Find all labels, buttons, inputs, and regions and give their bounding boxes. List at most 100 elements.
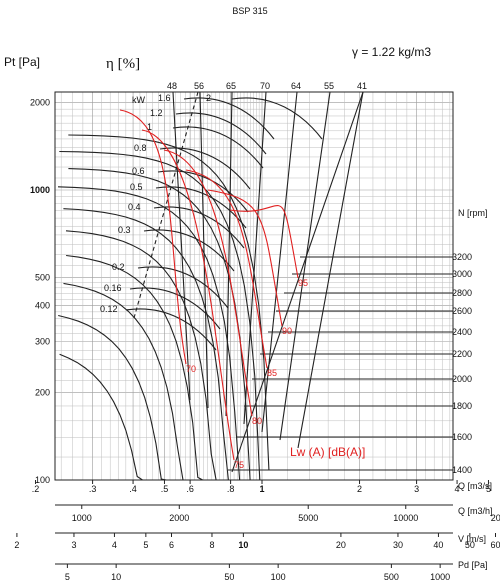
q-m3s-tick-label: 1: [259, 484, 264, 494]
noise-value: 75: [234, 460, 244, 470]
kw-label: kW: [132, 95, 146, 105]
y-tick-labels: 100 200 300 400 500 1000 2000: [30, 98, 50, 485]
q-m3s-tick-label: 3: [414, 484, 419, 494]
v-tick-label: 50: [465, 540, 475, 550]
rpm-curve-2000: [66, 256, 203, 481]
y-tick-label: 200: [35, 388, 50, 398]
efficiency-value: 41: [357, 81, 367, 91]
v-tick-label: 60: [490, 540, 500, 550]
q-m3h-tick-label: 1000: [72, 513, 92, 523]
v-tick-label: 20: [336, 540, 346, 550]
kw-line-0.8: [160, 148, 250, 189]
v-tick-label: 5: [143, 540, 148, 550]
y-tick-label: 300: [35, 337, 50, 347]
kw-value: 1.6: [158, 93, 171, 103]
y-tick-label: 2000: [30, 98, 50, 108]
efficiency-value: 55: [324, 81, 334, 91]
rpm-label: 1800: [452, 401, 472, 411]
noise-legend-label: Lw (A) [dB(A)]: [290, 445, 365, 459]
efficiency-lines: [134, 92, 363, 472]
rpm-label: 2800: [452, 288, 472, 298]
y-tick-label: 400: [35, 300, 50, 310]
rpm-label: 3000: [452, 269, 472, 279]
noise-value: 90: [282, 326, 292, 336]
pd-tick-label: 100: [271, 572, 286, 582]
q-m3s-tick-label: .2: [32, 484, 40, 494]
y-tick-label: 1000: [30, 185, 50, 195]
chart-title: BSP 315: [232, 6, 267, 16]
rpm-labels: 3200 3000 2800 2600 2400 2200 2000 1800 1600 1400: [452, 252, 472, 475]
q-m3h-tick-label: 5000: [298, 513, 318, 523]
efficiency-line-64: [262, 92, 297, 432]
rpm-curve-1400: [60, 354, 153, 480]
y-axis-label: Pt [Pa]: [4, 55, 40, 69]
pd-tick-label: 50: [224, 572, 234, 582]
pd-tick-label: 1000: [430, 572, 450, 582]
kw-value: 0.12: [100, 304, 118, 314]
efficiency-value: 56: [194, 81, 204, 91]
efficiency-label: η [%]: [106, 56, 140, 72]
q-m3s-tick-label: .4: [129, 484, 137, 494]
q-m3s-tick-label: .3: [89, 484, 97, 494]
kw-value: 0.16: [104, 283, 122, 293]
kw-line-0.12: [126, 309, 216, 350]
efficiency-line-41: [298, 92, 363, 448]
pd-label: Pd [Pa]: [458, 560, 488, 570]
density-label: γ = 1.22 kg/m3: [352, 45, 431, 59]
q-m3s-tick-label: 4: [455, 484, 460, 494]
noise-value: 85: [267, 368, 277, 378]
efficiency-value: 48: [167, 81, 177, 91]
noise-value: 80: [252, 416, 262, 426]
v-tick-label: 3: [71, 540, 76, 550]
q-m3h-tick-label: 2000: [169, 513, 189, 523]
efficiency-value: 64: [291, 81, 301, 91]
efficiency-value: 65: [226, 81, 236, 91]
q-m3h-tick-label: 20000: [491, 513, 500, 523]
pd-tick-label: 500: [384, 572, 399, 582]
kw-value: 0.5: [130, 182, 143, 192]
kw-value: 2: [206, 93, 211, 103]
rpm-label: 1600: [452, 432, 472, 442]
kw-value: 0.3: [118, 225, 131, 235]
q-m3s-tick-label: .5: [161, 484, 169, 494]
y-tick-label: 500: [35, 272, 50, 282]
kw-value: 1.2: [150, 108, 163, 118]
rpm-label: 1400: [452, 465, 472, 475]
q-m3s-tick-label: 2: [357, 484, 362, 494]
rpm-axis-label: N [rpm]: [458, 208, 488, 218]
noise-value: 70: [186, 364, 196, 374]
rpm-label: 3200: [452, 252, 472, 262]
kw-line-1.6: [184, 98, 274, 139]
q-m3s-tick-label: 5: [486, 484, 491, 494]
efficiency-line-48: [173, 92, 190, 400]
efficiency-value: 70: [260, 81, 270, 91]
rpm-label: 2600: [452, 306, 472, 316]
kw-value: 0.4: [128, 202, 141, 212]
q-m3s-tick-label: .8: [227, 484, 235, 494]
q-m3h-tick-label: 10000: [393, 513, 418, 523]
kw-value: 1: [147, 122, 152, 132]
kw-value: 0.2: [112, 262, 125, 272]
rpm-curve-1600: [58, 316, 171, 481]
pd-tick-label: 10: [111, 572, 121, 582]
noise-value: 95: [298, 278, 308, 288]
kw-value: 0.6: [132, 166, 145, 176]
rpm-label: 2400: [452, 327, 472, 337]
v-tick-label: 2: [14, 540, 19, 550]
bottom-scales: Q [m3/s] Q [m3/h] V [m/s] Pd [Pa] .2 .3 .4…: [0, 480, 500, 582]
rpm-curve-2200: [66, 231, 216, 480]
boundary-left: [134, 92, 198, 318]
v-tick-label: 8: [209, 540, 214, 550]
v-tick-label: 6: [169, 540, 174, 550]
kw-value: 0.8: [134, 143, 147, 153]
rpm-label: 2000: [452, 374, 472, 384]
q-m3s-tick-label: .6: [186, 484, 194, 494]
rpm-label: 2200: [452, 349, 472, 359]
v-tick-label: 30: [393, 540, 403, 550]
v-tick-label: 40: [433, 540, 443, 550]
pd-tick-label: 5: [65, 572, 70, 582]
q-m3h-label: Q [m3/h]: [458, 506, 493, 516]
efficiency-labels: 48 56 65 70 64 55 41: [167, 81, 367, 91]
v-tick-label: 4: [112, 540, 117, 550]
